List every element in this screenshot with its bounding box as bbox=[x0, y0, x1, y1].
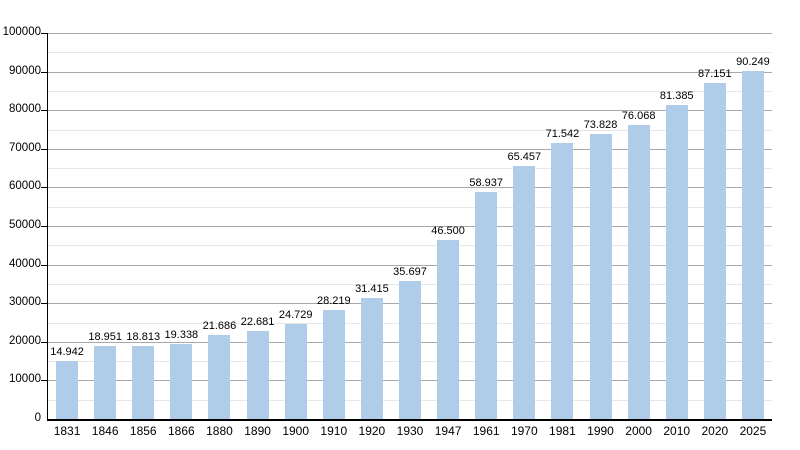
y-axis-tick bbox=[41, 303, 47, 305]
y-axis-tick-label: 60000 bbox=[9, 180, 41, 193]
x-axis-tick-label: 2020 bbox=[701, 424, 729, 438]
bar-1930 bbox=[399, 281, 421, 419]
bar-1920 bbox=[360, 297, 383, 419]
y-axis-tick bbox=[41, 380, 47, 382]
bar-value-label: 18.813 bbox=[126, 331, 161, 344]
gridline-major bbox=[48, 148, 772, 150]
gridline-major bbox=[48, 187, 772, 189]
x-axis-tick-label: 2025 bbox=[739, 424, 767, 438]
bar-value-label: 90.249 bbox=[736, 55, 770, 68]
y-axis-tick-label: 80000 bbox=[9, 103, 41, 116]
y-axis-tick-label: 20000 bbox=[9, 334, 41, 347]
x-axis-tick-label: 1947 bbox=[434, 424, 462, 438]
gridline-minor bbox=[48, 52, 772, 54]
bar-1846 bbox=[94, 345, 117, 419]
bar-1910 bbox=[322, 310, 345, 419]
y-axis-tick bbox=[41, 264, 47, 266]
y-axis-tick-label: 100000 bbox=[2, 26, 41, 38]
x-axis-tick-label: 1920 bbox=[358, 424, 386, 438]
gridline-major bbox=[48, 264, 772, 266]
bar-value-label: 58.937 bbox=[469, 176, 504, 189]
y-axis-tick bbox=[41, 33, 47, 34]
x-axis-tick-label: 1981 bbox=[549, 424, 576, 438]
bar-value-label: 71.542 bbox=[545, 127, 580, 140]
bar-2020 bbox=[703, 82, 726, 419]
y-axis-tick-label: 10000 bbox=[9, 373, 41, 386]
bar-value-label: 14.942 bbox=[50, 346, 84, 359]
x-axis-tick-label: 1961 bbox=[472, 424, 500, 438]
y-axis-tick-label: 90000 bbox=[9, 64, 41, 77]
y-axis-tick-label: 30000 bbox=[9, 296, 41, 309]
x-axis-tick-label: 1831 bbox=[53, 424, 81, 438]
y-axis-tick-label: 40000 bbox=[9, 257, 41, 270]
y-axis-tick bbox=[41, 226, 47, 227]
plot-area: 14.942 18.951 18.813 19.338 21.686 22.681 24.7… bbox=[41, 33, 772, 421]
bar-1970 bbox=[513, 166, 536, 419]
gridline-minor bbox=[48, 129, 772, 131]
bar-1947 bbox=[437, 239, 460, 419]
gridline-major bbox=[48, 71, 772, 73]
bar-1880 bbox=[208, 335, 231, 419]
y-axis-tick-label: 70000 bbox=[9, 141, 41, 154]
gridline-minor bbox=[48, 168, 772, 170]
x-axis-tick-label: 2000 bbox=[625, 424, 652, 438]
bar-1961 bbox=[475, 191, 498, 419]
bar-value-label: 76.068 bbox=[621, 110, 656, 123]
x-axis-tick-label: 1880 bbox=[206, 424, 233, 438]
x-axis-tick-label: 1900 bbox=[282, 424, 310, 438]
y-axis-tick bbox=[41, 148, 47, 150]
x-axis-tick-label: 1846 bbox=[91, 424, 119, 438]
gridline-major bbox=[48, 33, 772, 34]
bar-value-label: 28.219 bbox=[316, 295, 351, 308]
x-axis-tick-label: 1890 bbox=[244, 424, 271, 438]
bar-value-label: 65.457 bbox=[507, 151, 542, 164]
bar-value-label: 31.415 bbox=[355, 282, 389, 295]
x-axis-tick-label: 1910 bbox=[320, 424, 348, 438]
bar-value-label: 81.385 bbox=[659, 89, 694, 102]
bar-value-label: 21.686 bbox=[202, 320, 237, 333]
bar-value-label: 22.681 bbox=[240, 316, 275, 329]
gridline-minor bbox=[48, 245, 772, 247]
bar-1856 bbox=[132, 346, 155, 419]
bar-value-label: 24.729 bbox=[278, 308, 313, 321]
bar-value-label: 73.828 bbox=[583, 119, 618, 132]
x-axis-tick-label: 1866 bbox=[168, 424, 195, 438]
y-axis-tick-label: 50000 bbox=[9, 219, 41, 231]
gridline-minor bbox=[48, 90, 772, 92]
gridline-major bbox=[48, 226, 772, 227]
bar-2010 bbox=[665, 104, 688, 419]
bar-value-label: 87.151 bbox=[698, 67, 732, 80]
bar-1831 bbox=[56, 361, 79, 419]
x-axis-tick-label: 1990 bbox=[587, 424, 614, 438]
gridline-major bbox=[48, 110, 772, 112]
x-axis-tick-label: 1930 bbox=[396, 424, 424, 438]
y-axis-tick-label: 0 bbox=[34, 412, 41, 424]
bar-1900 bbox=[284, 323, 307, 419]
y-axis-tick bbox=[41, 110, 47, 112]
y-axis-tick bbox=[41, 341, 47, 343]
y-axis-tick bbox=[41, 71, 47, 73]
bar-1866 bbox=[170, 344, 193, 419]
gridline-minor bbox=[48, 206, 772, 208]
bar-1890 bbox=[246, 331, 269, 419]
bar-value-label: 18.951 bbox=[88, 330, 122, 343]
bar-value-label: 35.697 bbox=[393, 266, 427, 279]
x-axis-tick-label: 1856 bbox=[129, 424, 157, 438]
bar-2000 bbox=[627, 125, 650, 419]
bar-value-label: 19.338 bbox=[164, 329, 199, 342]
y-axis-tick bbox=[41, 187, 47, 189]
bar-1990 bbox=[589, 134, 612, 419]
bar-value-label: 46.500 bbox=[431, 224, 465, 237]
x-axis-tick-label: 1970 bbox=[510, 424, 538, 438]
bar-1981 bbox=[551, 142, 574, 419]
bar-2025 bbox=[741, 70, 764, 419]
x-axis-tick-label: 2010 bbox=[663, 424, 691, 438]
